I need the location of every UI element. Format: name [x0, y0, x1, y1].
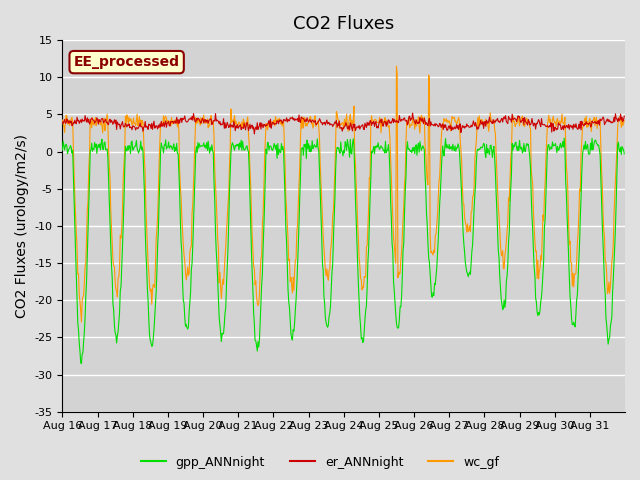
Legend: gpp_ANNnight, er_ANNnight, wc_gf: gpp_ANNnight, er_ANNnight, wc_gf	[136, 451, 504, 474]
Y-axis label: CO2 Fluxes (urology/m2/s): CO2 Fluxes (urology/m2/s)	[15, 134, 29, 318]
Title: CO2 Fluxes: CO2 Fluxes	[293, 15, 394, 33]
Text: EE_processed: EE_processed	[74, 55, 180, 69]
